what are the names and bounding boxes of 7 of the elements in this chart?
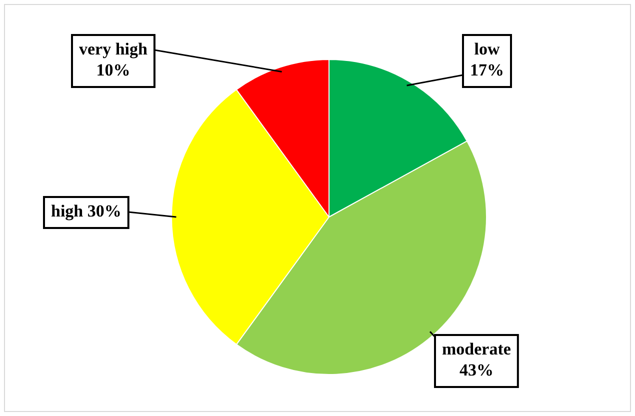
data-label: 10%	[96, 60, 130, 80]
slice-label: high 30%	[50, 201, 122, 220]
slice-label: very high	[78, 39, 148, 58]
slice-label: low	[474, 39, 500, 58]
data-label: 17%	[470, 60, 504, 80]
slice-label: moderate	[442, 339, 512, 358]
data-label: 43%	[459, 360, 494, 380]
